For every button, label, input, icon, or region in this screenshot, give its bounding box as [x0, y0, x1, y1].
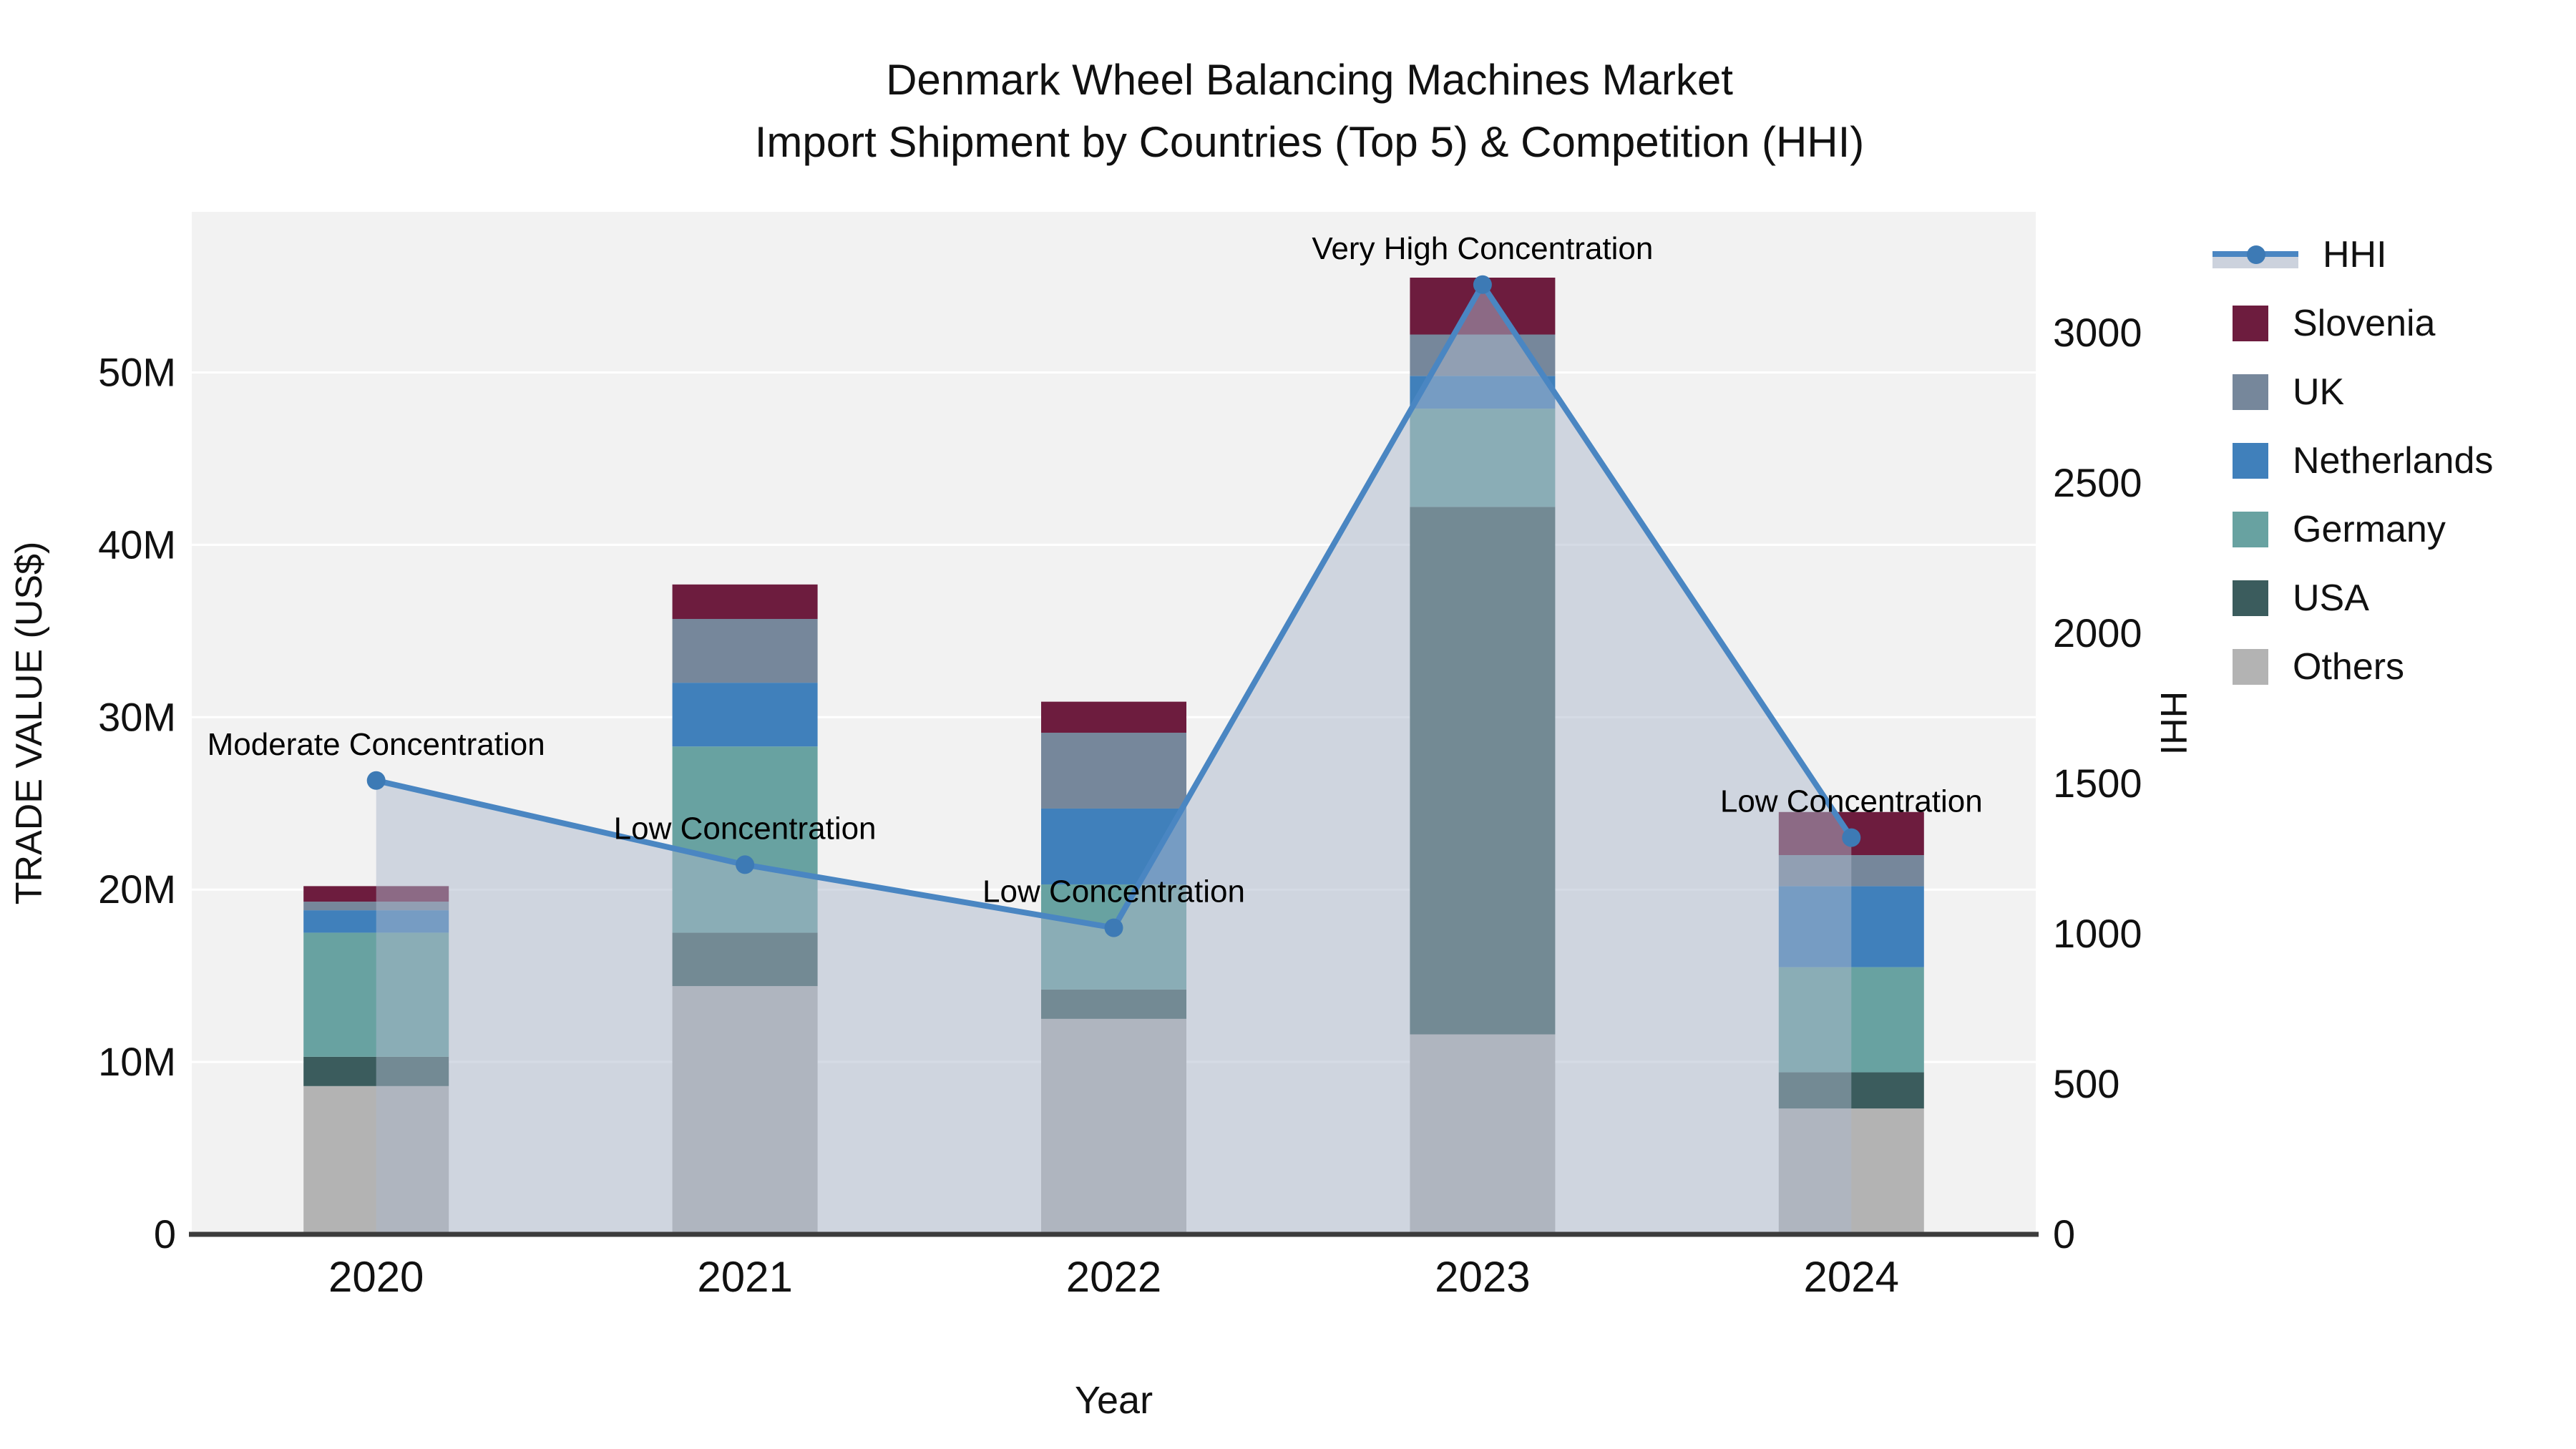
- annotation-2021: Low Concentration: [614, 811, 877, 846]
- x-axis-title: Year: [1075, 1379, 1153, 1422]
- hhi-marker-2021[interactable]: [736, 855, 755, 874]
- y-left-tick-label: 10M: [98, 1039, 176, 1084]
- y-left-tick-label: 50M: [98, 350, 176, 395]
- bar-segment-uk-2022[interactable]: [1041, 732, 1186, 809]
- hhi-line-icon: [2212, 237, 2298, 273]
- legend-label-germany: Germany: [2293, 509, 2446, 550]
- y-left-tick-label: 30M: [98, 694, 176, 739]
- y-left-axis-title: TRADE VALUE (US$): [9, 542, 50, 905]
- y-right-axis-title: HHI: [2152, 691, 2194, 756]
- hhi-marker-2020[interactable]: [366, 771, 386, 790]
- legend-swatch-netherlands: [2233, 443, 2268, 479]
- y-right-tick-label: 500: [2053, 1061, 2119, 1106]
- y-right-tick-label: 1500: [2053, 761, 2142, 806]
- legend-swatch-slovenia: [2233, 306, 2268, 341]
- x-tick-label-2022: 2022: [1066, 1253, 1161, 1301]
- y-right-tick-label: 3000: [2053, 310, 2142, 355]
- legend-item-others[interactable]: Others: [2212, 646, 2493, 688]
- legend-swatch-usa: [2233, 580, 2268, 616]
- legend-label-uk: UK: [2293, 371, 2345, 413]
- legend-item-netherlands[interactable]: Netherlands: [2212, 440, 2494, 482]
- legend-label-hhi: HHI: [2323, 234, 2387, 275]
- annotation-2020: Moderate Concentration: [208, 727, 545, 762]
- y-right-tick-label: 0: [2053, 1211, 2075, 1257]
- legend-item-usa[interactable]: USA: [2212, 577, 2493, 619]
- legend-swatch-germany: [2233, 512, 2268, 547]
- x-tick-label-2024: 2024: [1804, 1253, 1899, 1301]
- bar-segment-slovenia-2022[interactable]: [1041, 701, 1186, 733]
- bar-segment-slovenia-2021[interactable]: [672, 584, 818, 619]
- legend-label-others: Others: [2293, 646, 2405, 688]
- y-right-tick-label: 1000: [2053, 911, 2142, 956]
- hhi-marker-2023[interactable]: [1473, 275, 1492, 294]
- legend-item-uk[interactable]: UK: [2212, 371, 2493, 413]
- legend-label-slovenia: Slovenia: [2293, 303, 2436, 344]
- hhi-marker-2022[interactable]: [1104, 918, 1123, 937]
- legend-label-usa: USA: [2293, 577, 2369, 619]
- x-tick-label-2020: 2020: [328, 1253, 424, 1301]
- legend-item-slovenia[interactable]: Slovenia: [2212, 303, 2493, 344]
- annotation-2023: Very High Concentration: [1312, 231, 1653, 266]
- legend-label-netherlands: Netherlands: [2293, 440, 2494, 482]
- y-right-tick-label: 2500: [2053, 460, 2142, 505]
- legend-item-germany[interactable]: Germany: [2212, 509, 2493, 550]
- y-left-tick-label: 40M: [98, 522, 176, 567]
- bar-segment-uk-2021[interactable]: [672, 618, 818, 683]
- legend-item-hhi[interactable]: HHI: [2212, 234, 2493, 275]
- hhi-area-fill: [376, 284, 1852, 1234]
- bar-segment-netherlands-2021[interactable]: [672, 683, 818, 747]
- annotation-2022: Low Concentration: [982, 874, 1245, 909]
- y-left-tick-label: 0: [154, 1211, 176, 1257]
- x-tick-label-2021: 2021: [697, 1253, 792, 1301]
- y-right-tick-label: 2000: [2053, 610, 2142, 655]
- legend: HHI Slovenia UK Netherlands Germany USA Others: [2212, 234, 2494, 688]
- y-left-tick-label: 20M: [98, 867, 176, 912]
- legend-swatch-others: [2233, 649, 2268, 685]
- annotation-2024: Low Concentration: [1720, 784, 1983, 819]
- hhi-marker-2024[interactable]: [1842, 828, 1861, 847]
- chart-title-line2: Import Shipment by Countries (Top 5) & C…: [754, 118, 1865, 166]
- legend-swatch-uk: [2233, 374, 2268, 410]
- x-tick-label-2023: 2023: [1435, 1253, 1530, 1301]
- chart-title-line1: Denmark Wheel Balancing Machines Market: [886, 56, 1733, 104]
- chart-title: Denmark Wheel Balancing Machines Market …: [0, 49, 2576, 173]
